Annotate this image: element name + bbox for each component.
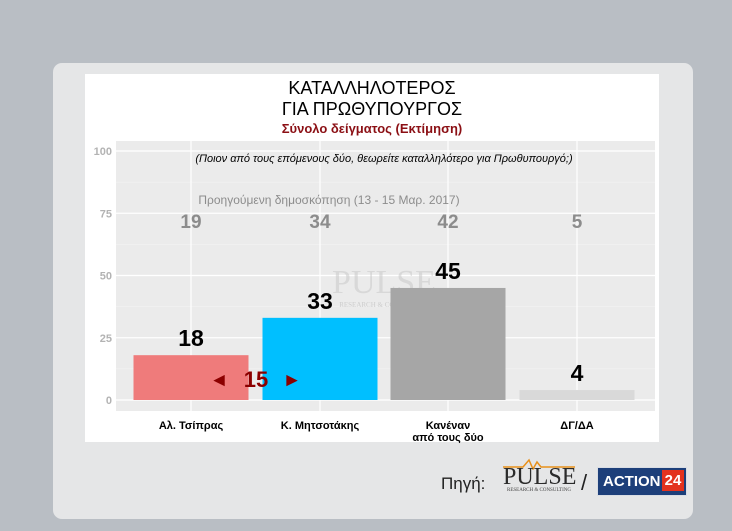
y-tick-label: 50 [100,271,112,283]
y-tick-label: 0 [106,395,112,407]
bar [390,287,506,400]
y-tick-label: 75 [100,208,112,220]
bar [519,390,635,400]
data-labels: 18 33 45 4 [178,258,583,386]
y-axis-ticks: 0 25 50 75 100 [94,146,112,407]
source-label: Πηγή: [441,474,486,493]
x-tick-label: Αλ. Τσίπρας [159,420,224,432]
previous-value-label: 19 [180,212,201,233]
pulse-logo-word: PULSE [503,464,577,490]
gap-value-label: 15 [244,367,268,392]
y-tick-label: 25 [100,333,112,345]
chart-title-line-1: ΚΑΤΑΛΛΗΛΟΤΕΡΟΣ [288,78,456,98]
pulse-heartbeat-icon [503,458,575,470]
previous-value-label: 5 [572,212,583,233]
action24-logo: ACTION 24 [597,467,687,496]
action24-logo-number: 24 [662,470,684,491]
left-arrow-icon: ◄ [210,370,229,391]
bar [262,317,378,400]
previous-poll-values: 19 34 42 5 [180,212,582,233]
bar-value-label: 18 [178,325,204,351]
bar-value-label: 33 [307,288,333,314]
pulse-logo-sub: RESEARCH & CONSULTING [507,488,571,493]
x-tick-label: ΔΓ/ΔΑ [560,420,593,432]
x-tick-label: από τους δύο [412,432,484,444]
action24-logo-word: ACTION [603,473,661,490]
bar [133,355,249,400]
bar-value-label: 45 [435,258,461,284]
y-tick-label: 100 [94,146,112,158]
bars [133,287,635,400]
previous-poll-label: Προηγούμενη δημοσκόπηση (13 - 15 Μαρ. 20… [198,193,459,207]
chart-title-line-2: ΓΙΑ ΠΡΩΘΥΠΟΥΡΓΟΣ [281,99,463,119]
x-tick-label: Κ. Μητσοτάκης [281,420,360,432]
logo-separator: / [581,470,588,495]
previous-value-label: 42 [437,212,458,233]
watermark-sub: RESEARCH & CONSULTING [339,301,429,309]
right-arrow-icon: ► [283,370,302,391]
chart-notes: (Ποιον από τους επόμενους δύο, θεωρείτε … [195,153,573,392]
pulse-logo: PULSE RESEARCH & CONSULTING [503,458,577,496]
bar-value-label: 4 [571,360,584,386]
x-tick-label: Κανέναν [426,420,471,432]
previous-value-label: 34 [309,212,331,233]
chart-subtitle: Σύνολο δείγματος (Εκτίμηση) [281,121,463,136]
survey-question: (Ποιον από τους επόμενους δύο, θεωρείτε … [195,153,573,165]
